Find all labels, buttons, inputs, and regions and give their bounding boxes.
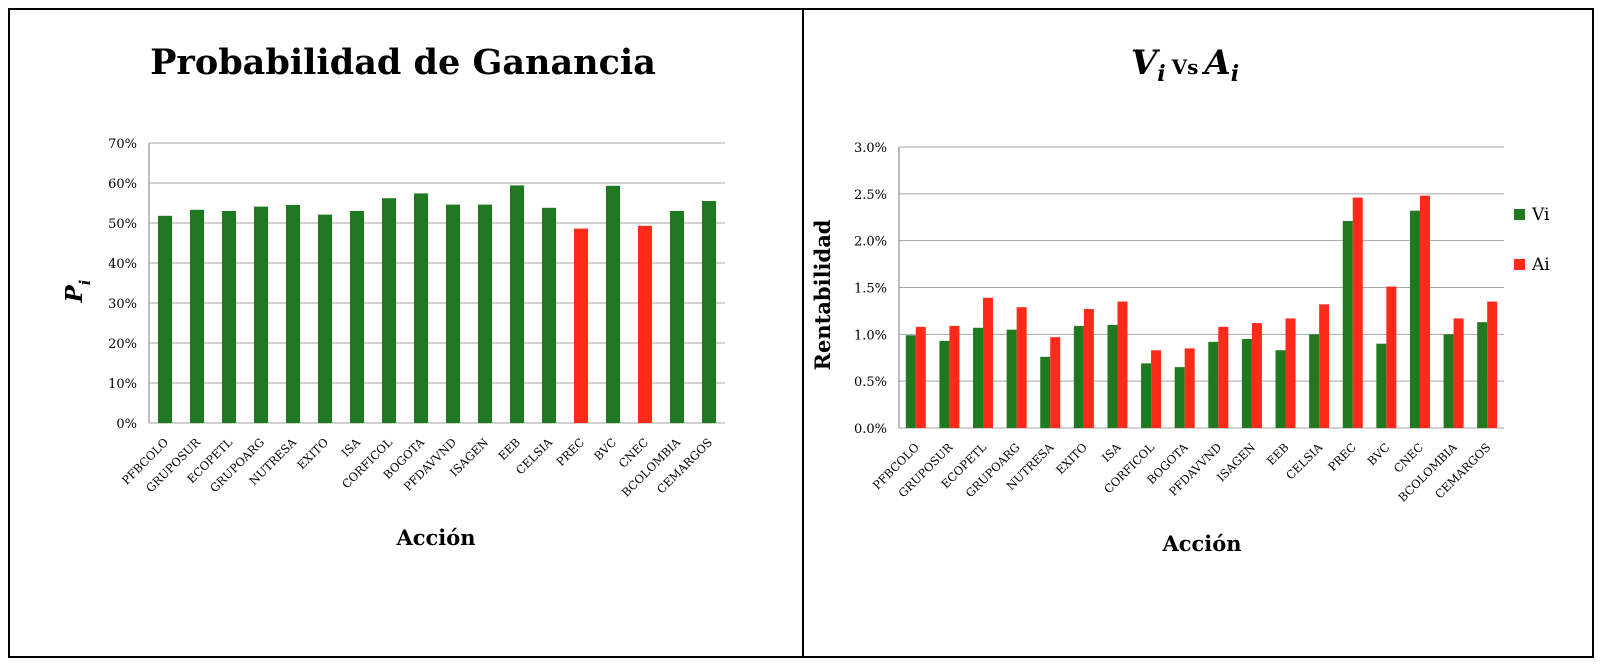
chart2-y-tick-label: 0.0%: [854, 422, 887, 437]
chart2-title-a: A: [1201, 43, 1230, 83]
chart2-bar-ai-corficol: [1151, 350, 1162, 428]
chart2-bar-vi-prec: [1342, 220, 1353, 428]
chart2-bar-vi-cemargos: [1477, 322, 1488, 428]
chart2-y-axis-label: Rentabilidad: [810, 219, 835, 370]
chart2-title-vs: Vs: [1171, 55, 1199, 79]
chart2-bar-vi-isa: [1107, 324, 1118, 428]
chart1-bar-isa: [350, 211, 364, 423]
chart2-bar-ai-grupoarg: [1016, 307, 1027, 428]
svg-text:Pi: Pi: [61, 279, 94, 303]
chart2-bar-ai-nutresa: [1050, 337, 1061, 428]
chart2-bar-ai-celsia: [1319, 304, 1330, 428]
chart2-bar-ai-bogota: [1184, 348, 1195, 428]
chart2-y-tick-label: 1.0%: [854, 328, 887, 343]
chart2-y-tick-label: 2.0%: [854, 235, 887, 250]
chart2-bar-ai-isagen: [1251, 323, 1262, 428]
chart2-bar-ai-prec: [1352, 197, 1363, 428]
chart1-bars: [158, 185, 716, 423]
chart1-bar-bvc: [606, 185, 620, 423]
chart1-bar-pfdavvnd: [446, 204, 460, 423]
chart2-bar-vi-cnec: [1409, 210, 1420, 428]
chart2-legend-swatch-vi: [1514, 209, 1525, 220]
chart2-bar-vi-bogota: [1174, 367, 1185, 428]
chart1-y-axis-label: Pi: [61, 279, 94, 303]
chart2-title-v-sub: i: [1157, 61, 1165, 87]
chart2-legend-label-vi: Vi: [1531, 205, 1550, 225]
chart1-y-ticks: 0% 10% 20% 30% 40% 50% 60% 70%: [108, 137, 137, 432]
chart1-y-tick-label: 60%: [108, 177, 137, 192]
chart2-y-tick-label: 0.5%: [854, 375, 887, 390]
chart2-bar-ai-eeb: [1285, 318, 1296, 428]
chart1-y-tick-label: 0%: [116, 417, 137, 432]
chart2-bar-ai-bvc: [1386, 286, 1397, 428]
chart1-bar-nutresa: [286, 205, 300, 423]
chart2-y-tick-label: 1.5%: [854, 282, 887, 297]
chart2-bar-vi-bcolombia: [1443, 334, 1454, 428]
chart2-bar-vi-grupoarg: [1006, 329, 1017, 428]
chart2-bar-vi-pfbcolo: [905, 335, 916, 428]
chart2-bar-ai-cemargos: [1487, 301, 1498, 428]
chart2-bar-ai-pfbcolo: [915, 326, 926, 428]
chart1-y-tick-label: 30%: [108, 297, 137, 312]
chart2-bar-ai-isa: [1117, 301, 1128, 428]
chart2-title: Vi Vs Ai: [1131, 43, 1239, 87]
chart2-bar-vi-gruposur: [939, 340, 950, 428]
chart2-bar-vi-exito: [1073, 325, 1084, 428]
chart2-title-v: V: [1131, 43, 1161, 83]
chart1-bar-isagen: [478, 204, 492, 423]
chart1-y-tick-label: 20%: [108, 337, 137, 352]
chart1-bar-eeb: [510, 185, 524, 423]
chart1-bar-grupoarg: [254, 206, 268, 423]
chart2-bar-ai-cnec: [1419, 195, 1430, 428]
chart1-bar-ecopetl: [222, 211, 236, 423]
chart2-x-axis-label: Acción: [1161, 531, 1241, 556]
chart2-legend: Vi Ai: [1514, 205, 1550, 275]
chart2-bar-ai-pfdavvnd: [1218, 326, 1229, 428]
chart1-bar-bcolombia: [670, 211, 684, 423]
chart1-bar-celsia: [542, 207, 556, 423]
chart2-bar-vi-nutresa: [1040, 356, 1051, 428]
chart1-bar-prec: [574, 228, 588, 423]
chart1-bar-bogota: [414, 193, 428, 423]
chart2-title-a-sub: i: [1231, 61, 1239, 87]
chart1-bar-cnec: [638, 225, 652, 423]
chart1-bar-corficol: [382, 198, 396, 423]
chart2-bar-vi-corficol: [1141, 363, 1152, 428]
chart1-y-tick-label: 40%: [108, 257, 137, 272]
chart2-y-tick-label: 3.0%: [854, 141, 887, 156]
chart1-gridlines: [148, 142, 725, 424]
chart1-y-tick-label: 10%: [108, 377, 137, 392]
chart2-legend-swatch-ai: [1514, 259, 1525, 270]
chart2-bar-vi-ecopetl: [973, 327, 984, 428]
chart2-gridlines: [898, 146, 1504, 429]
chart1-y-label-main: P: [61, 285, 88, 304]
chart2-legend-label-ai: Ai: [1531, 255, 1550, 275]
chart2-bar-vi-isagen: [1241, 339, 1252, 428]
chart1-y-tick-label: 50%: [108, 217, 137, 232]
chart1-x-axis-label: Acción: [395, 525, 475, 550]
chart2-bar-ai-ecopetl: [983, 297, 994, 428]
figure-frame: Probabilidad de Ganancia 0% 10% 20% 30% 40% 5…: [8, 8, 1594, 658]
chart2-bar-vi-eeb: [1275, 350, 1286, 428]
chart2-bar-vi-celsia: [1309, 334, 1320, 428]
chart2-y-ticks: 0.0% 0.5% 1.0% 1.5% 2.0% 2.5% 3.0%: [854, 141, 887, 437]
chart1-y-label-sub: i: [76, 279, 94, 285]
chart2-bar-ai-gruposur: [949, 325, 960, 428]
chart2-bar-vi-bvc: [1376, 343, 1387, 428]
chart1-bar-exito: [318, 214, 332, 423]
chart1-title: Probabilidad de Ganancia: [150, 42, 656, 83]
chart2-y-tick-label: 2.5%: [854, 188, 887, 203]
chart2-bar-ai-exito: [1083, 309, 1094, 428]
chart1-bar-gruposur: [190, 209, 204, 423]
chart1-bar-cemargos: [702, 201, 716, 423]
chart1-y-tick-label: 70%: [108, 137, 137, 152]
chart1-bar-pfbcolo: [158, 215, 172, 423]
chart2-bar-vi-pfdavvnd: [1208, 341, 1219, 428]
figure-canvas: Probabilidad de Ganancia 0% 10% 20% 30% 40% 5…: [8, 8, 1594, 658]
chart2-bars: [905, 195, 1498, 428]
chart2-bar-ai-bcolombia: [1453, 318, 1464, 428]
